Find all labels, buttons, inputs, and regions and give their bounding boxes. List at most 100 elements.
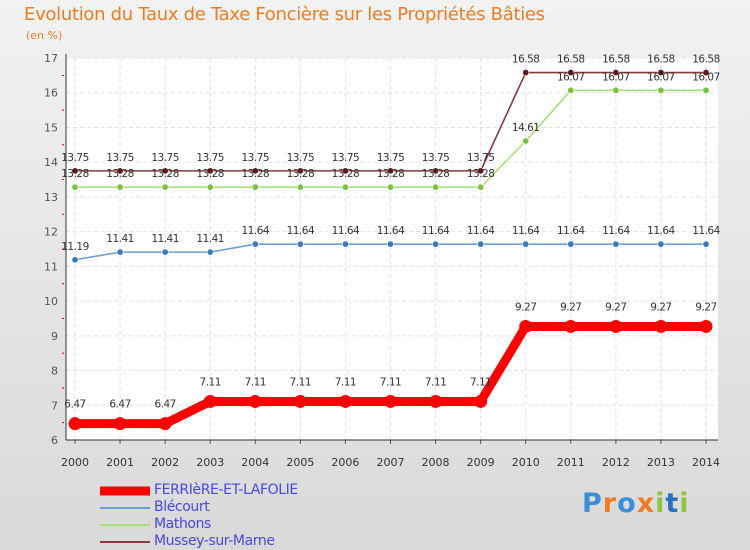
data-point [522,69,530,77]
chart-title: Evolution du Taux de Taxe Foncière sur l… [24,4,545,25]
data-label: 9.27 [560,301,581,313]
x-tick-label: 2004 [241,456,269,469]
data-label: 16.07 [602,71,630,83]
data-label: 11.64 [287,225,315,237]
data-label: 16.58 [692,54,720,66]
data-point [522,240,530,248]
data-label: 7.11 [470,376,491,388]
data-label: 16.58 [512,54,540,66]
data-label: 13.28 [151,168,179,180]
x-tick-label: 2010 [512,456,540,469]
x-tick-label: 2002 [151,456,179,469]
data-label: 7.11 [290,376,311,388]
data-label: 9.27 [605,301,626,313]
data-point [251,183,259,191]
y-tick-label: 7 [51,399,58,412]
data-point [248,394,262,408]
data-point [657,240,665,248]
data-point [71,256,79,264]
data-label: 13.28 [467,168,495,180]
data-point [71,183,79,191]
grid [66,57,718,441]
data-label: 6.47 [64,399,85,411]
x-tick-label: 2007 [377,456,405,469]
data-label: 13.75 [151,152,179,164]
data-label: 11.64 [332,225,360,237]
data-point [203,394,217,408]
data-label: 11.64 [692,225,720,237]
data-label: 13.75 [287,152,315,164]
data-point [477,167,485,175]
data-point [341,167,349,175]
data-label: 13.75 [377,152,405,164]
data-label: 7.11 [380,376,401,388]
legend-label: Blécourt [154,499,210,515]
x-tick-label: 2013 [647,456,675,469]
data-point [567,240,575,248]
data-label: 16.07 [692,71,720,83]
data-point [116,248,124,256]
data-point [699,319,713,333]
y-tick-label: 6 [51,434,58,447]
logo-letter: P [582,488,603,519]
data-point [657,69,665,77]
data-label: 14.61 [512,122,540,134]
data-point [432,167,440,175]
data-label: 13.28 [377,168,405,180]
data-point [702,69,710,77]
data-label: 9.27 [650,301,671,313]
data-label: 13.75 [332,152,360,164]
data-point [296,240,304,248]
data-label: 16.58 [557,54,585,66]
logo-letter: r [602,488,618,519]
data-label: 13.28 [332,168,360,180]
data-point [432,183,440,191]
y-tick-label: 15 [44,121,58,134]
data-point [251,167,259,175]
data-label: 13.28 [242,168,270,180]
data-label: 16.58 [602,54,630,66]
y-tick-label: 13 [44,191,58,204]
data-label: 11.64 [377,225,405,237]
data-point [71,167,79,175]
legend-label: FERRIèRE-ET-LAFOLIE [154,482,298,498]
y-tick-label: 16 [44,87,58,100]
data-label: 11.64 [512,225,540,237]
data-label: 13.75 [242,152,270,164]
data-point [338,394,352,408]
data-point [206,167,214,175]
x-tick-label: 2001 [106,456,134,469]
y-tick-label: 17 [44,52,58,65]
data-point [474,394,488,408]
y-tick-label: 12 [44,226,58,239]
data-point [519,319,533,333]
data-point [158,417,172,431]
logo-letter: i [655,488,666,519]
data-point [612,69,620,77]
y-axis-unit: (en %) [26,29,63,42]
data-point [612,240,620,248]
data-label: 11.19 [61,241,89,253]
data-point [702,86,710,94]
data-point [386,183,394,191]
data-labels: 6.47 6.47 6.47 7.11 7.11 7.11 7.11 7.11 7.11 7.11… [61,54,721,411]
data-label: 16.07 [557,71,585,83]
data-point [116,183,124,191]
data-point [341,183,349,191]
data-point [477,240,485,248]
data-point [251,240,259,248]
data-label: 7.11 [200,376,221,388]
y-tick-label: 14 [44,156,58,169]
logo-letter: x [636,488,656,519]
x-tick-label: 2012 [602,456,630,469]
data-label: 13.75 [61,152,89,164]
y-tick-label: 10 [44,295,58,308]
data-point [567,86,575,94]
data-point [386,240,394,248]
x-tick-label: 2014 [692,456,720,469]
data-point [68,417,82,431]
data-point [116,167,124,175]
data-point [567,69,575,77]
legend-swatch [100,523,150,526]
data-point [161,248,169,256]
